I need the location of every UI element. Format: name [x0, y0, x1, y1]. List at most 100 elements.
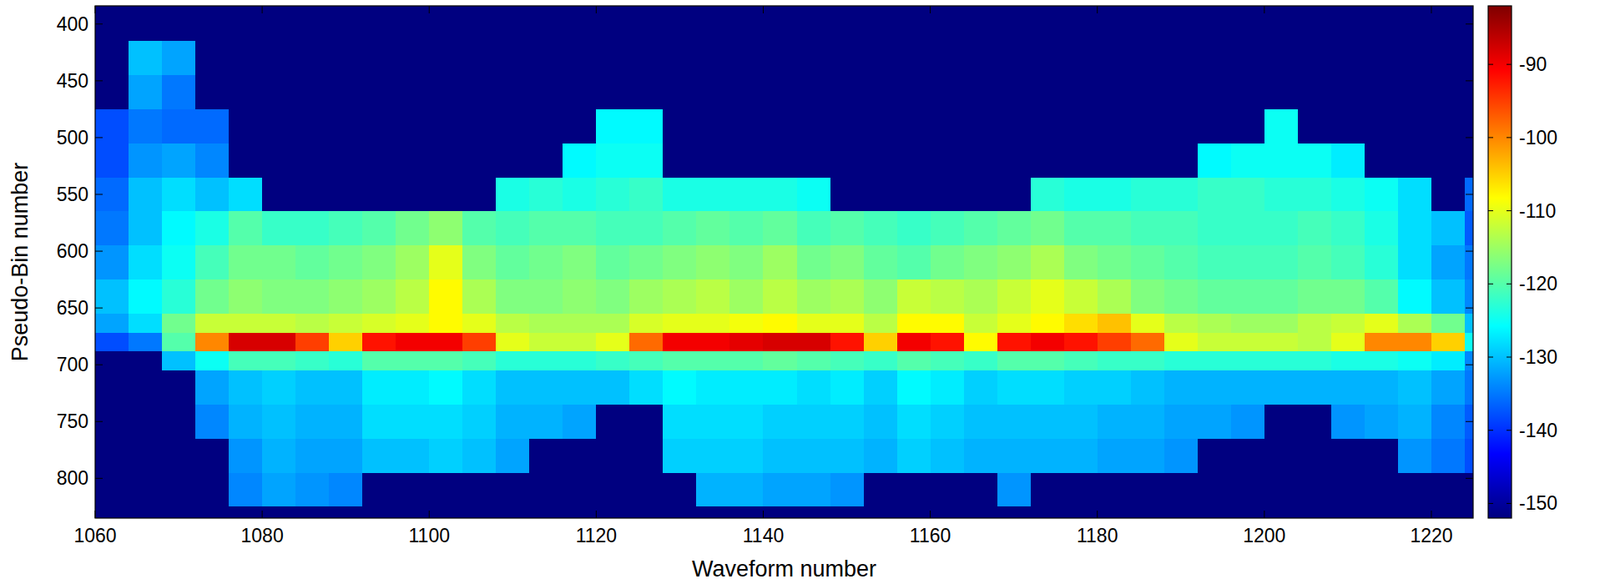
x-tick-label: 1160 — [909, 524, 951, 547]
heat-cell — [1431, 506, 1466, 519]
heat-cell — [797, 506, 832, 519]
heat-cell — [228, 211, 263, 246]
heat-cell — [629, 473, 664, 508]
heat-cell — [897, 211, 932, 246]
heat-cell — [529, 313, 564, 334]
heat-cell — [964, 245, 999, 280]
heat-cell — [830, 439, 865, 474]
heat-cell — [797, 333, 832, 352]
heat-cell — [362, 5, 397, 42]
heat-cell — [1364, 351, 1399, 372]
heat-cell — [964, 351, 999, 372]
heat-cell — [328, 473, 364, 508]
colorbar-tick-label: -110 — [1519, 200, 1556, 223]
colorbar-tick — [1488, 429, 1494, 431]
heat-cell — [863, 506, 899, 519]
heat-cell — [1431, 279, 1466, 314]
heat-cell — [195, 439, 230, 474]
heat-cell — [1264, 40, 1299, 76]
heat-cell — [897, 439, 932, 474]
heat-cell — [1464, 40, 1474, 76]
heat-cell — [395, 313, 430, 334]
heat-cell — [1364, 245, 1399, 280]
heat-cell — [696, 211, 731, 246]
heat-cell — [1197, 404, 1232, 440]
heat-cell — [1231, 473, 1266, 508]
heat-cell — [762, 506, 798, 519]
heat-cell — [762, 473, 798, 508]
heat-cell — [696, 40, 731, 76]
x-tick — [1263, 5, 1265, 14]
heat-cell — [195, 75, 230, 110]
heat-cell — [1264, 143, 1299, 178]
heat-cell — [295, 506, 330, 519]
heat-cell — [830, 313, 865, 334]
heat-cell — [1197, 333, 1232, 352]
heat-cell — [495, 506, 530, 519]
heat-cell — [1231, 75, 1266, 110]
heat-cell — [595, 351, 631, 372]
heat-cell — [629, 333, 664, 352]
y-tick — [95, 307, 103, 309]
heat-cell — [1130, 143, 1166, 178]
heat-cell — [262, 439, 297, 474]
colorbar-tick — [1506, 136, 1512, 138]
heat-cell — [562, 75, 597, 110]
x-tick-label: 1100 — [408, 524, 450, 547]
heat-cell — [1130, 473, 1166, 508]
heat-cell — [328, 211, 364, 246]
heat-cell — [1398, 313, 1433, 334]
heat-cell — [729, 333, 764, 352]
heat-cell — [863, 404, 899, 440]
heat-cell — [295, 351, 330, 372]
heat-cell — [1064, 109, 1099, 144]
heat-cell — [629, 143, 664, 178]
heat-cell — [395, 143, 430, 178]
heat-cell — [529, 143, 564, 178]
heat-cell — [1431, 40, 1466, 76]
heat-cell — [395, 370, 430, 405]
heat-cell — [529, 333, 564, 352]
heat-cell — [495, 404, 530, 440]
heat-cell — [863, 75, 899, 110]
heat-cell — [295, 439, 330, 474]
heat-cell — [1064, 351, 1099, 372]
x-axis-title: Waveform number — [691, 556, 877, 582]
heat-cell — [595, 211, 631, 246]
x-tick — [1096, 5, 1098, 14]
heat-cell — [128, 313, 163, 334]
heat-cell — [964, 5, 999, 42]
y-tick — [1465, 478, 1474, 480]
heat-cell — [1164, 313, 1199, 334]
heat-cell — [797, 211, 832, 246]
heat-cell — [1164, 333, 1199, 352]
heat-cell — [1398, 370, 1433, 405]
heat-cell — [1197, 177, 1232, 212]
heat-cell — [495, 333, 530, 352]
heat-cell — [696, 370, 731, 405]
heat-cell — [1297, 473, 1333, 508]
y-tick — [1465, 80, 1474, 81]
heat-cell — [1164, 211, 1199, 246]
heat-cell — [696, 351, 731, 372]
heat-cell — [362, 370, 397, 405]
heat-cell — [1164, 351, 1199, 372]
heat-cell — [964, 75, 999, 110]
heat-cell — [462, 40, 497, 76]
heat-cell — [964, 109, 999, 144]
heat-cell — [395, 506, 430, 519]
x-tick-label: 1140 — [742, 524, 784, 547]
heat-cell — [195, 404, 230, 440]
heat-cell — [1130, 313, 1166, 334]
y-tick — [1465, 193, 1474, 195]
heat-cell — [595, 404, 631, 440]
heat-cell — [629, 40, 664, 76]
heat-cell — [295, 5, 330, 42]
heat-cell — [863, 370, 899, 405]
heat-cell — [629, 351, 664, 372]
heat-cell — [1130, 439, 1166, 474]
heat-cell — [762, 109, 798, 144]
heat-cell — [997, 40, 1032, 76]
heat-cell — [762, 40, 798, 76]
heat-cell — [1331, 333, 1366, 352]
